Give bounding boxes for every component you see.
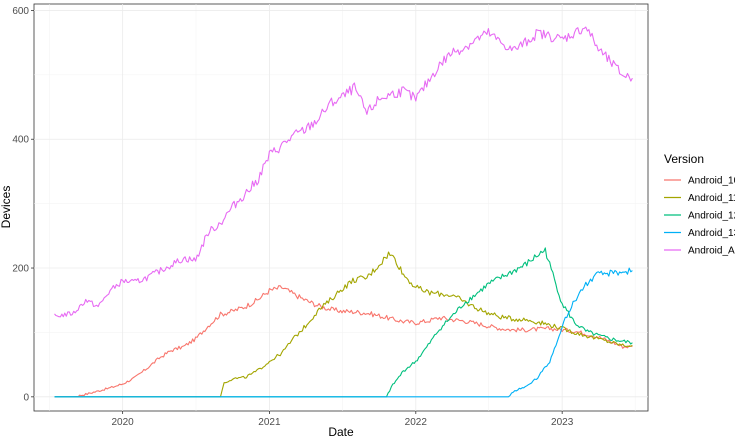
plot-panel [33, 3, 649, 412]
y-tick-label: 400 [12, 135, 29, 146]
legend: Version Android_10Android_11Android_12An… [664, 152, 735, 257]
legend-label: Android_13 [688, 228, 735, 239]
y-tick-label: 200 [12, 264, 29, 275]
legend-item: Android_10 [664, 176, 735, 187]
legend-label: Android_10 [688, 176, 735, 187]
legend-label: Android_12 [688, 211, 735, 222]
x-tick-label: 2023 [551, 417, 574, 428]
legend-title: Version [664, 152, 704, 166]
x-tick-label: 2021 [258, 417, 281, 428]
y-tick-label: 0 [23, 392, 29, 403]
legend-item: Android_13 [664, 228, 735, 239]
legend-item: Android_All [664, 246, 735, 257]
series-line-android-10 [54, 285, 633, 398]
legend-items: Android_10 Android_11 Android_12 Android_13… [664, 176, 735, 257]
series-lines [54, 26, 633, 398]
legend-label: Android_11 [688, 193, 735, 204]
x-axis-title: Date [328, 425, 354, 438]
legend-label: Android_All [688, 246, 735, 257]
series-line-android-all [54, 26, 633, 318]
y-tick-label: 600 [12, 6, 29, 17]
axis-ticks: 2020 2021 2022 2023 0 200 400 600 [12, 6, 573, 428]
series-line-android-13 [54, 267, 633, 398]
legend-item: Android_11 [664, 193, 735, 204]
legend-item: Android_12 [664, 211, 735, 222]
x-tick-label: 2020 [112, 417, 135, 428]
y-axis-title: Devices [0, 186, 13, 229]
x-tick-label: 2022 [405, 417, 428, 428]
